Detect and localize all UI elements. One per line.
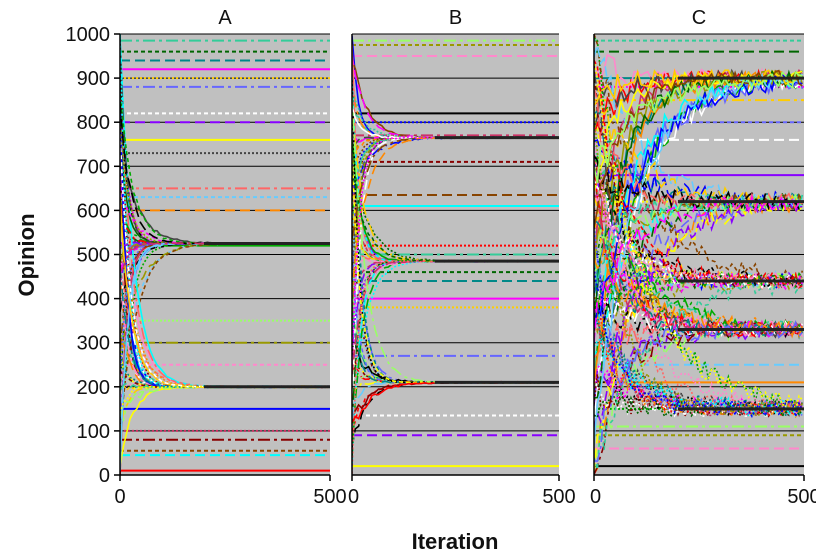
- series-trajectory-83: [594, 248, 804, 339]
- series-trajectory-88: [594, 319, 803, 462]
- panel-A: 0 100 200 300 400 500 600 700 800 900 1000 0 500 A: [66, 7, 347, 508]
- x-tick-label: 0: [348, 486, 359, 508]
- series-trajectory-24: [594, 37, 803, 409]
- series-trajectory-66: [594, 195, 803, 428]
- series-trajectory-52: [594, 156, 803, 291]
- series-trajectory-47: [594, 277, 803, 470]
- series-trajectory-67: [120, 134, 329, 389]
- y-tick-label: 100: [77, 421, 110, 443]
- series-trajectory-77: [594, 179, 803, 290]
- series-trajectory-41: [594, 139, 803, 211]
- series-trajectory-65: [594, 73, 803, 331]
- x-tick-label: 500: [542, 486, 575, 508]
- series-trajectory-19: [352, 161, 558, 263]
- series-trajectory-63: [594, 172, 804, 338]
- series-trajectory-43: [120, 126, 329, 389]
- panel-title: C: [692, 7, 706, 29]
- y-tick-label: 500: [77, 245, 110, 267]
- y-tick-label: 200: [77, 377, 110, 399]
- panel-title: B: [449, 7, 462, 29]
- panel-C: 0 500 C: [590, 7, 816, 508]
- series-trajectory-86: [594, 192, 803, 343]
- series-trajectory-69: [594, 337, 803, 417]
- series-trajectory-84: [594, 395, 803, 419]
- series-trajectory-89: [594, 267, 804, 419]
- series-trajectory-11: [594, 196, 803, 475]
- series-trajectory-2: [594, 272, 804, 335]
- series-trajectory-57: [594, 160, 803, 291]
- series-trajectory-79: [594, 59, 803, 413]
- panel-title: A: [218, 7, 232, 29]
- series-trajectory-85: [594, 70, 803, 183]
- panel-B: 0 500 B: [348, 7, 576, 508]
- series-trajectory-71: [594, 191, 804, 284]
- x-tick-label: 500: [787, 486, 816, 508]
- y-tick-label: 600: [77, 200, 110, 222]
- series-trajectory-75: [594, 68, 803, 106]
- x-tick-label: 0: [590, 486, 601, 508]
- series-trajectory-76: [594, 155, 803, 211]
- x-axis-label: Iteration: [412, 529, 499, 554]
- y-tick-label: 300: [77, 333, 110, 355]
- y-tick-label: 0: [99, 465, 110, 487]
- y-tick-label: 900: [77, 68, 110, 90]
- y-tick-label: 800: [77, 112, 110, 134]
- y-tick-label: 700: [77, 156, 110, 178]
- series-trajectory-63: [352, 136, 558, 240]
- y-tick-label: 1000: [66, 24, 111, 46]
- x-tick-label: 500: [313, 486, 346, 508]
- y-tick-label: 400: [77, 289, 110, 311]
- y-axis-label: Opinion: [14, 213, 39, 296]
- x-tick-label: 0: [114, 486, 125, 508]
- series-trajectory-29: [594, 375, 803, 419]
- series-trajectory-40: [594, 74, 804, 297]
